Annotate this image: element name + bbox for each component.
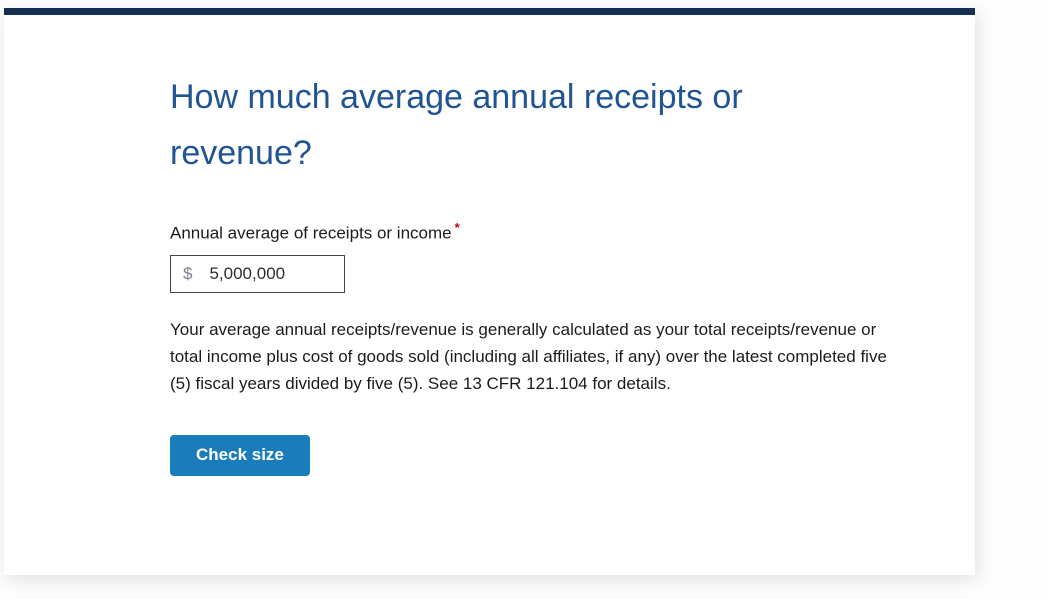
help-text: Your average annual receipts/revenue is … xyxy=(170,319,887,393)
field-label-text: Annual average of receipts or income xyxy=(170,223,452,243)
form-content: How much average annual receipts or reve… xyxy=(4,69,975,476)
receipts-input-group[interactable]: $ xyxy=(170,254,345,293)
page-title: How much average annual receipts or reve… xyxy=(170,78,743,172)
currency-prefix: $ xyxy=(183,263,193,283)
required-asterisk: * xyxy=(454,220,460,235)
receipts-amount-input[interactable] xyxy=(192,256,323,291)
check-size-button[interactable]: Check size xyxy=(170,434,310,476)
card-top-accent-bar xyxy=(4,8,975,15)
field-label: Annual average of receipts or income * xyxy=(170,220,935,244)
main-card: How much average annual receipts or reve… xyxy=(4,8,975,575)
